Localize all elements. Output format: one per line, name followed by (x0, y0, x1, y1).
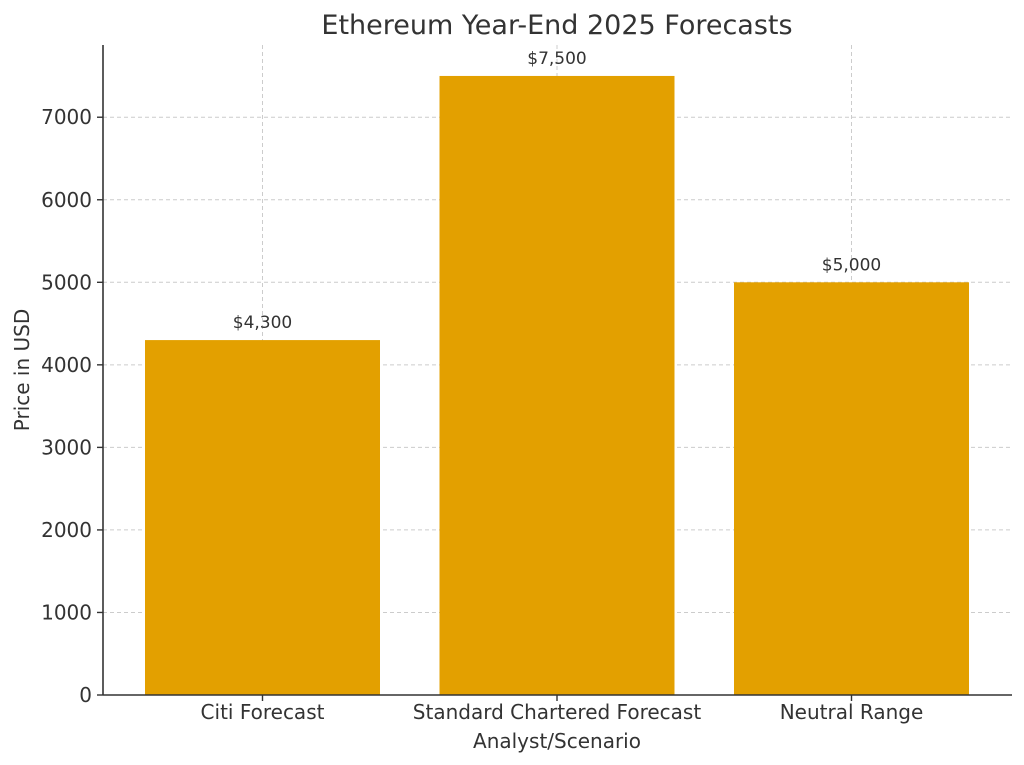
y-tick-label: 2000 (41, 518, 92, 542)
bar-value-label: $7,500 (527, 49, 586, 69)
y-tick-label: 6000 (41, 188, 92, 212)
bars (145, 75, 969, 695)
x-ticks: Citi Forecast Standard Chartered Forecast… (201, 695, 924, 724)
y-tick-label: 4000 (41, 353, 92, 377)
bar (145, 340, 380, 695)
y-tick-label: 3000 (41, 435, 92, 459)
y-ticks: 0 1000 2000 3000 4000 5000 6000 7000 (41, 105, 103, 707)
x-tick-label: Citi Forecast (201, 700, 325, 724)
y-tick-label: 1000 (41, 600, 92, 624)
x-tick-label: Standard Chartered Forecast (413, 700, 702, 724)
bar (439, 75, 675, 695)
chart-title: Ethereum Year-End 2025 Forecasts (321, 10, 792, 41)
value-labels: $4,300 $7,500 $5,000 (233, 49, 881, 333)
bar-value-label: $4,300 (233, 313, 292, 333)
x-tick-label: Neutral Range (780, 700, 924, 724)
bar (734, 282, 969, 695)
y-tick-label: 5000 (41, 270, 92, 294)
y-tick-label: 7000 (41, 105, 92, 129)
y-axis-label: Price in USD (10, 309, 34, 431)
x-axis-label: Analyst/Scenario (473, 729, 641, 753)
y-tick-label: 0 (79, 683, 92, 707)
bar-value-label: $5,000 (822, 255, 881, 275)
